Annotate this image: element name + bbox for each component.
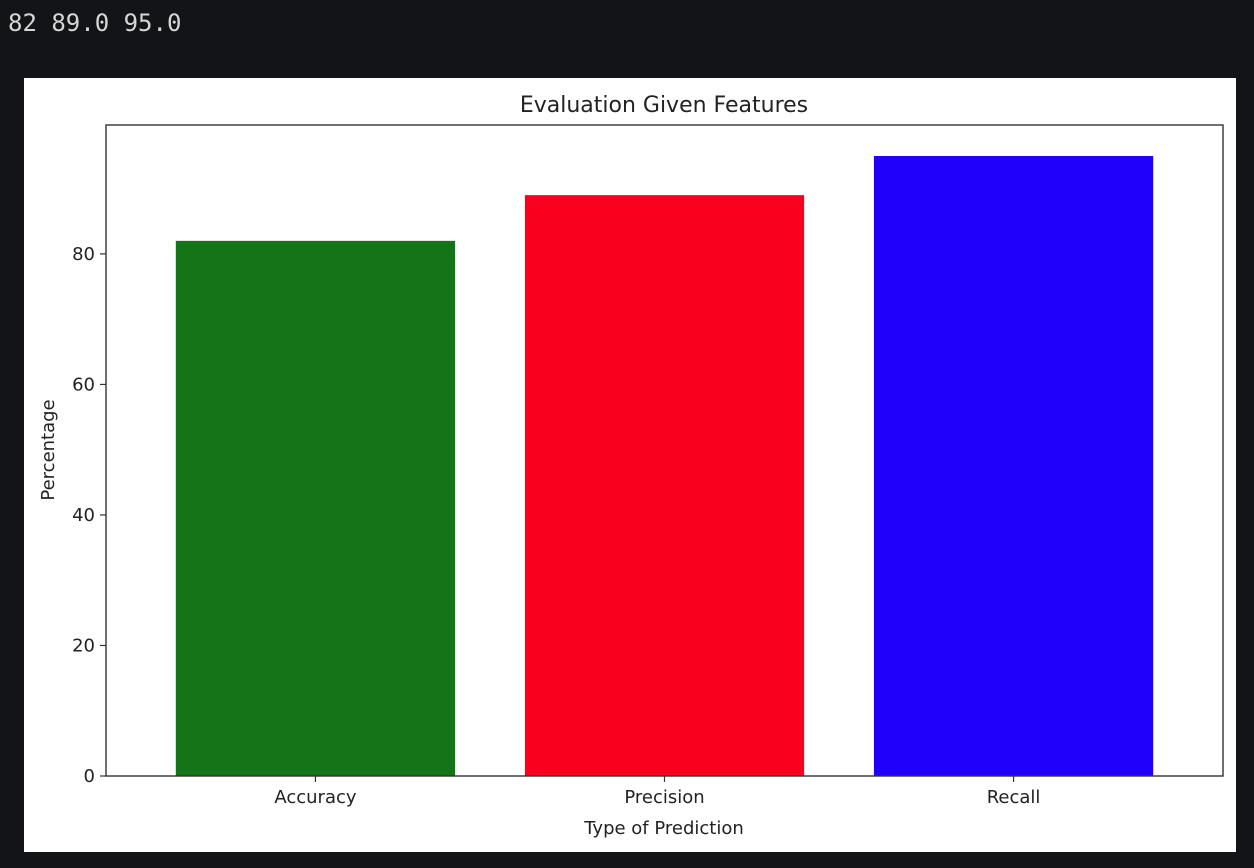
bar-precision bbox=[524, 195, 805, 776]
console-output: 82 89.0 95.0 bbox=[8, 9, 182, 37]
chart-title: Evaluation Given Features bbox=[520, 93, 808, 118]
x-tick-label: Precision bbox=[624, 787, 704, 808]
chart-figure: Evaluation Given Features 0 20 40 60 80 Accu… bbox=[24, 78, 1236, 852]
bar-recall bbox=[873, 156, 1154, 776]
y-tick-label: 60 bbox=[72, 374, 95, 395]
x-axis: Accuracy Precision Recall bbox=[274, 776, 1040, 808]
y-axis: 0 20 40 60 80 bbox=[72, 244, 106, 787]
bar-accuracy bbox=[175, 240, 456, 776]
y-tick-label: 40 bbox=[72, 505, 95, 526]
bar-chart: Evaluation Given Features 0 20 40 60 80 Accu… bbox=[38, 93, 1224, 839]
y-axis-label: Percentage bbox=[38, 399, 59, 500]
y-tick-label: 80 bbox=[72, 244, 95, 265]
x-tick-label: Accuracy bbox=[274, 787, 357, 808]
y-tick-label: 20 bbox=[72, 635, 95, 656]
x-tick-label: Recall bbox=[987, 787, 1041, 808]
x-axis-label: Type of Prediction bbox=[583, 818, 744, 839]
bars-layer bbox=[175, 156, 1154, 776]
y-tick-label: 0 bbox=[84, 766, 95, 787]
